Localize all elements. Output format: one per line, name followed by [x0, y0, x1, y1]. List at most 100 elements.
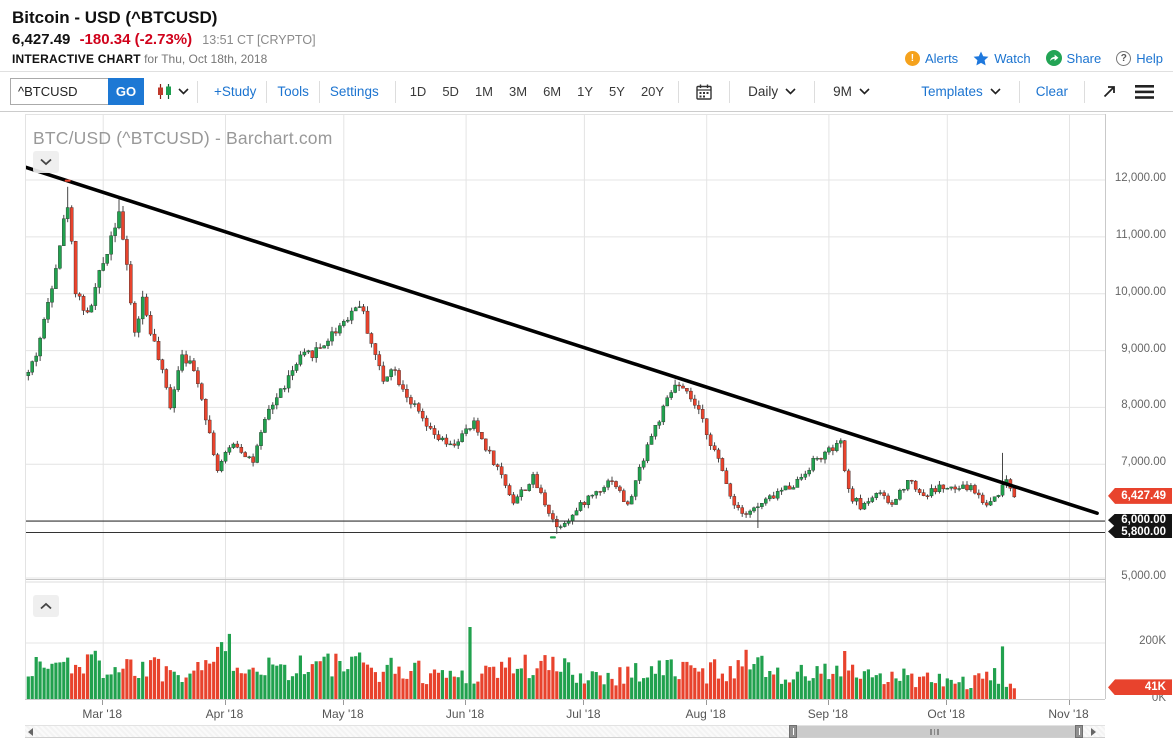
toolbar-separator: [266, 80, 268, 103]
y-axis-label: 7,000.00: [1121, 456, 1166, 469]
toolbar-separator: [678, 80, 680, 103]
clear-button[interactable]: Clear: [1035, 84, 1068, 99]
header-links: ! Alerts Watch Share ? Help: [904, 50, 1163, 66]
chevron-down-icon: [990, 88, 1001, 95]
chevron-down-icon: [785, 88, 796, 95]
chart-region: BTC/USD (^BTCUSD) - Barchart.com 12,000.…: [0, 112, 1173, 740]
x-axis-label: Jun '18: [445, 707, 485, 721]
range-button-3m[interactable]: 3M: [509, 84, 528, 99]
range-button-1d[interactable]: 1D: [409, 84, 427, 99]
scrollbar-left-handle[interactable]: [789, 725, 797, 738]
range-button-5y[interactable]: 5Y: [609, 84, 625, 99]
calendar-button[interactable]: [687, 84, 721, 100]
x-axis-tick: [705, 700, 707, 705]
chart-type-dropdown[interactable]: [156, 83, 189, 100]
range-button-20y[interactable]: 20Y: [640, 84, 665, 99]
price-volume-plot[interactable]: [25, 114, 1105, 699]
x-axis-label: Aug '18: [685, 707, 726, 721]
alert-icon: !: [904, 50, 920, 66]
y-axis-label: 5,000.00: [1121, 569, 1166, 582]
x-axis-tick: [946, 700, 948, 705]
x-axis-tick: [102, 700, 104, 705]
range-button-5d[interactable]: 5D: [442, 84, 459, 99]
quote-timestamp: 13:51 CT [CRYPTO]: [202, 33, 316, 47]
scroll-right-arrow[interactable]: [1091, 728, 1096, 736]
range-button-1m[interactable]: 1M: [474, 84, 494, 99]
y-axis-label: 12,000.00: [1114, 172, 1166, 184]
toolbar-link-tools[interactable]: Tools: [277, 84, 309, 99]
help-icon: ?: [1116, 50, 1132, 66]
support-lines[interactable]: [26, 520, 1105, 534]
x-axis-label: May '18: [321, 707, 364, 721]
price-change: -180.34 (-2.73%): [79, 31, 193, 48]
x-axis-tick: [465, 700, 467, 705]
calendar-icon: [696, 84, 712, 100]
share-icon: [1045, 50, 1062, 66]
x-axis-label: Mar '18: [82, 707, 123, 721]
range-buttons: 1D 5D 1M 3M 6M 1Y 5Y 20Y: [410, 84, 664, 99]
x-axis-label: Oct '18: [927, 707, 966, 721]
support-price-badge: 5,800.00: [1108, 525, 1172, 538]
scrollbar-grip[interactable]: [930, 728, 939, 735]
x-axis-tick: [583, 700, 585, 705]
last-volume-badge: 41K: [1108, 679, 1172, 696]
scrollbar-right-handle[interactable]: [1075, 725, 1083, 738]
toolbar-link-study[interactable]: +Study: [214, 84, 257, 99]
candles-layer: [26, 186, 1017, 534]
x-axis-label: Apr '18: [205, 707, 244, 721]
y-axis-label: 10,000.00: [1114, 285, 1166, 298]
frequency-dropdown[interactable]: Daily: [738, 84, 806, 99]
quote-header: Bitcoin - USD (^BTCUSD) 6,427.49 -180.34…: [0, 0, 1173, 72]
range-button-6m[interactable]: 6M: [543, 84, 562, 99]
chart-toolbar: GO +Study Tools Settings 1D 5D 1M 3M 6M 1Y 5Y 20Y…: [0, 72, 1173, 112]
arrow-up-right-icon: [1103, 86, 1115, 98]
support-price-badge: 6,000.00: [1108, 513, 1172, 527]
templates-dropdown[interactable]: Templates: [911, 84, 1011, 99]
x-axis-tick: [342, 700, 344, 705]
star-icon: [973, 51, 989, 65]
gridlines: [26, 115, 1105, 699]
chevron-down-icon: [40, 158, 52, 166]
range-button-1y[interactable]: 1Y: [577, 84, 594, 99]
toolbar-links: +Study Tools Settings: [206, 80, 387, 103]
time-scrollbar[interactable]: [25, 725, 1105, 738]
expand-chart-button[interactable]: [1093, 84, 1126, 99]
x-axis-tick: [827, 700, 829, 705]
watch-button[interactable]: Watch: [973, 51, 1031, 66]
price-pane-collapse-button[interactable]: [33, 151, 59, 173]
volume-layer: [26, 627, 1016, 699]
last-price: 6,427.49: [12, 31, 71, 48]
share-button[interactable]: Share: [1045, 50, 1101, 66]
scroll-left-arrow[interactable]: [28, 728, 33, 736]
chart-menu-button[interactable]: [1126, 84, 1163, 99]
toolbar-separator: [318, 80, 320, 103]
toolbar-separator: [729, 80, 731, 103]
chevron-down-icon: [178, 88, 189, 95]
toolbar-separator: [1018, 80, 1020, 103]
last-price-badge: 6,427.49: [1108, 487, 1172, 504]
time-axis[interactable]: Mar '18 Apr '18 May '18 Jun '18 Jul '18 Aug '…: [25, 699, 1105, 723]
hamburger-menu-icon: [1135, 84, 1154, 99]
price-axis[interactable]: 12,000.00 11,000.00 10,000.00 9,000.00 8,000…: [1105, 114, 1173, 704]
help-button[interactable]: ? Help: [1116, 50, 1163, 66]
candlestick-icon: [158, 84, 171, 99]
toolbar-separator: [814, 80, 816, 103]
trendline[interactable]: [25, 165, 1099, 516]
toolbar-separator: [394, 80, 396, 103]
toolbar-separator: [1084, 80, 1085, 103]
x-axis-label: Nov '18: [1048, 707, 1089, 721]
interactive-chart-label: INTERACTIVE CHART for Thu, Oct 18th, 201…: [12, 52, 268, 66]
volume-axis-label: 200K: [1139, 635, 1166, 647]
x-axis-tick: [1068, 700, 1070, 705]
x-axis-label: Jul '18: [566, 707, 601, 721]
page-title: Bitcoin - USD (^BTCUSD): [12, 8, 218, 27]
y-axis-label: 8,000.00: [1121, 399, 1166, 412]
symbol-input[interactable]: [10, 78, 108, 105]
x-axis-tick: [224, 700, 226, 705]
quote-price-row: 6,427.49 -180.34 (-2.73%) 13:51 CT [CRYP…: [0, 28, 1173, 48]
go-button[interactable]: GO: [108, 78, 144, 105]
alerts-button[interactable]: ! Alerts: [904, 50, 958, 66]
span-dropdown[interactable]: 9M: [823, 84, 880, 99]
toolbar-link-settings[interactable]: Settings: [329, 84, 379, 99]
volume-pane-collapse-button[interactable]: [33, 595, 59, 617]
